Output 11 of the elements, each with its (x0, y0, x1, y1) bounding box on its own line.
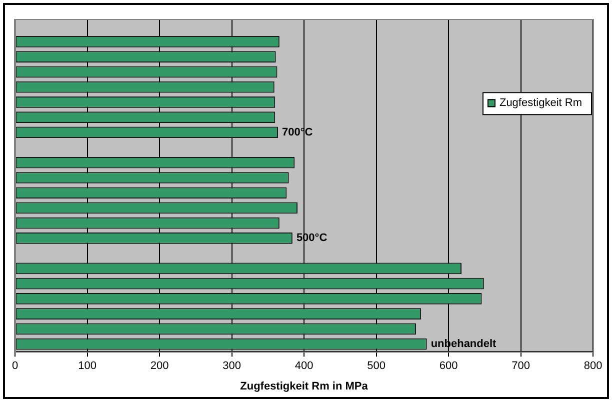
x-tick-label: 500 (367, 360, 386, 372)
x-tick-label: 400 (294, 360, 314, 372)
x-tick-label: 700 (512, 360, 530, 372)
x-tick-label: 800 (584, 360, 602, 372)
x-tick-label: 600 (439, 360, 458, 372)
x-tick-label: 0 (12, 360, 18, 372)
x-tick-label: 100 (78, 360, 96, 372)
legend-label: Zugfestigkeit Rm (499, 97, 582, 110)
x-tick-label: 200 (150, 360, 169, 372)
x-tick-label: 300 (222, 360, 241, 372)
x-axis-title: Zugfestigkeit Rm in MPa (240, 380, 369, 392)
